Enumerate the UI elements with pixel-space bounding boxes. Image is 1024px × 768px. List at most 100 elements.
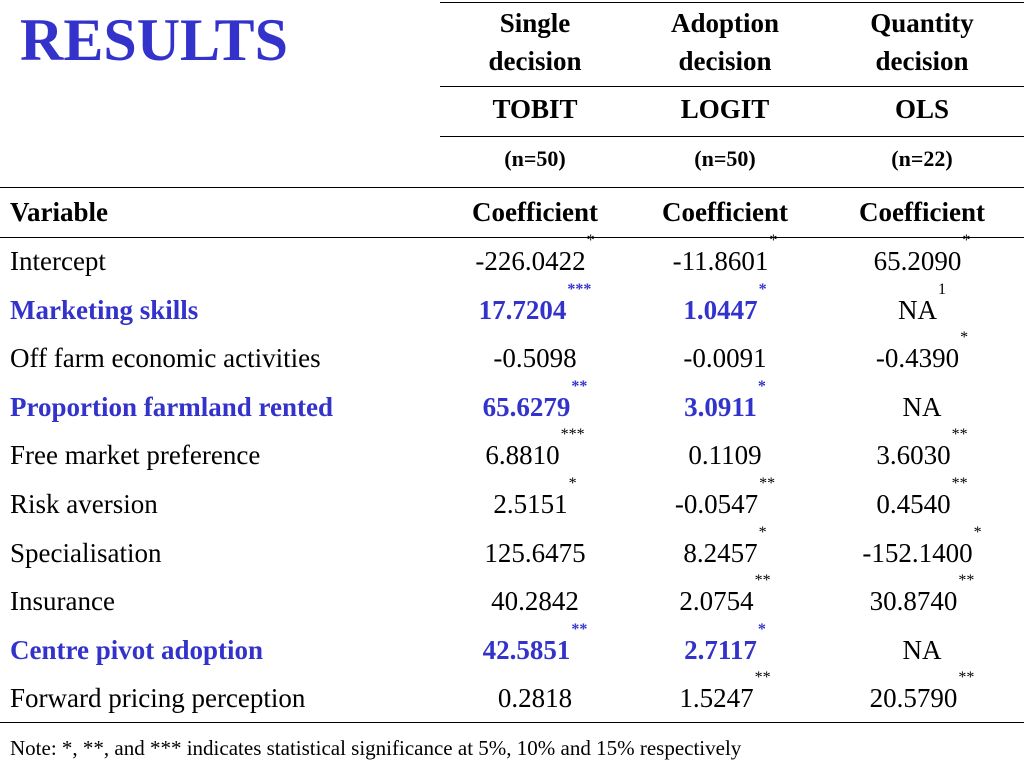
header-rule-1 [440, 86, 1024, 87]
coefficient-cell: -152.1400* [820, 524, 1024, 569]
significance-marker: * [757, 377, 766, 395]
column-header-line2: decision [678, 46, 772, 76]
significance-marker: ** [754, 669, 771, 687]
significance-marker: ** [571, 377, 588, 395]
header-rule-2 [440, 136, 1024, 137]
column-header-adoption: Adoption decision [630, 4, 820, 80]
coefficient-value: NA [898, 294, 937, 325]
column-header-single: Single decision [440, 4, 630, 80]
coefficient-cell: 0.2818 [440, 682, 630, 714]
significance-marker: *** [567, 280, 592, 298]
header-rule-3 [0, 187, 1024, 188]
variable-name: Intercept [10, 246, 106, 276]
column-header-line1: Single [499, 8, 571, 38]
coefficient-value: 3.0911 [684, 391, 757, 422]
coefficient-cell: -0.4390* [820, 330, 1024, 374]
coefficient-cell: 2.0754** [630, 573, 820, 617]
bottom-rule [0, 722, 1024, 723]
significance-marker: * [962, 232, 971, 249]
coefficient-cell: 2.7117* [630, 621, 820, 666]
variable-column-header: Variable [10, 197, 109, 227]
coefficient-cell: -0.5098 [440, 342, 630, 374]
coefficient-cell: NA1 [820, 281, 1024, 326]
coefficient-cell: 3.0911* [630, 378, 820, 423]
model-logit: LOGIT [680, 94, 770, 124]
coefficient-value: 3.6030 [876, 440, 951, 471]
coefficient-header-logit: Coefficient [662, 197, 788, 227]
sample-size-ols: (n=22) [891, 146, 953, 171]
column-header-line1: Adoption [670, 8, 780, 38]
significance-marker: * [758, 523, 767, 541]
coefficient-value: 0.4540 [876, 489, 951, 519]
column-header-line2: decision [875, 46, 969, 76]
coefficient-value: -0.4390 [875, 343, 960, 374]
significance-marker: ** [951, 426, 968, 444]
footnote: Note: *, **, and *** indicates statistic… [10, 736, 742, 760]
coefficient-value: 65.6279 [482, 391, 571, 422]
coefficient-value: 0.2818 [497, 683, 573, 714]
coefficient-value: -226.0422 [475, 246, 586, 276]
significance-marker: ** [958, 669, 975, 687]
coefficient-cell: -0.0091 [630, 342, 820, 374]
coefficient-cell: 8.2457* [630, 524, 820, 569]
sample-size-tobit: (n=50) [504, 146, 566, 171]
coefficient-value: -152.1400 [862, 537, 973, 568]
header-rule-4 [0, 237, 1024, 238]
coefficient-cell: 0.1109 [630, 439, 820, 471]
coefficient-value: -0.0091 [683, 343, 767, 374]
significance-marker: * [973, 523, 982, 541]
coefficient-cell: 1.5247** [630, 670, 820, 714]
coefficient-value: 1.0447 [683, 294, 758, 325]
coefficient-cell: 2.5151* [440, 476, 630, 520]
variable-name: Off farm economic activities [10, 343, 321, 374]
coefficient-value: 30.8740 [869, 586, 958, 617]
coefficient-cell: 17.7204*** [440, 281, 630, 326]
coefficient-cell: 125.6475 [440, 537, 630, 569]
coefficient-value: 40.2842 [491, 586, 579, 617]
coefficient-cell: -0.0547** [630, 476, 820, 520]
variable-name: Marketing skills [10, 294, 199, 325]
significance-marker: *** [560, 426, 585, 444]
coefficient-cell: -226.0422* [440, 233, 630, 277]
coefficient-cell: 30.8740** [820, 573, 1024, 617]
coefficient-cell: 0.4540** [820, 476, 1024, 520]
model-tobit: TOBIT [492, 94, 578, 124]
coefficient-value: 8.2457 [683, 537, 758, 568]
column-header-quantity: Quantity decision [820, 4, 1024, 80]
coefficient-value: -11.8601 [672, 246, 769, 276]
coefficient-header-tobit: Coefficient [472, 197, 598, 227]
column-header-line1: Quantity [870, 8, 974, 38]
coefficient-header-ols: Coefficient [859, 197, 985, 227]
coefficient-cell: 20.5790** [820, 670, 1024, 714]
significance-marker: ** [958, 572, 975, 590]
coefficient-value: 2.7117 [684, 634, 757, 665]
coefficient-value: 2.5151 [493, 489, 568, 519]
coefficient-value: 42.5851 [482, 634, 571, 665]
significance-marker: ** [759, 475, 776, 492]
significance-marker: ** [951, 475, 968, 492]
coefficient-value: 17.7204 [478, 294, 567, 325]
significance-marker: ** [571, 620, 588, 638]
coefficient-cell: 42.5851** [440, 621, 630, 666]
coefficient-cell: NA [820, 391, 1024, 423]
coefficient-cell: 3.6030** [820, 427, 1024, 471]
significance-marker: * [568, 475, 577, 492]
coefficient-value: 65.2090 [873, 246, 962, 276]
variable-name: Insurance [10, 586, 115, 617]
coefficient-value: -0.5098 [493, 343, 577, 374]
coefficient-value: NA [902, 391, 942, 422]
variable-name: Proportion farmland rented [10, 391, 333, 422]
significance-marker: * [769, 232, 778, 249]
coefficient-value: 1.5247 [679, 683, 754, 714]
significance-marker: * [757, 620, 766, 638]
coefficient-value: 20.5790 [869, 683, 958, 714]
significance-marker: 1 [938, 280, 946, 298]
significance-marker: ** [754, 572, 771, 590]
model-ols: OLS [894, 94, 950, 124]
page-title: RESULTS [20, 7, 288, 73]
variable-name: Forward pricing perception [10, 683, 306, 714]
coefficient-value: 125.6475 [484, 537, 586, 568]
coefficient-cell: NA [820, 634, 1024, 666]
coefficient-value: 2.0754 [679, 586, 754, 617]
coefficient-cell: 6.8810*** [440, 427, 630, 471]
